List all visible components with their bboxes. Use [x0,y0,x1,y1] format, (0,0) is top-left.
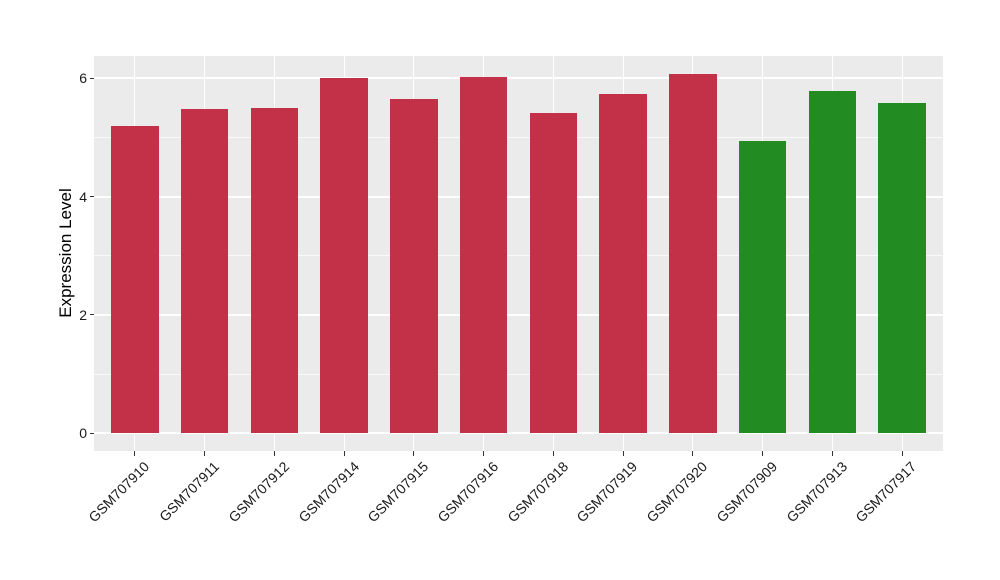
y-tick-mark [89,77,94,79]
y-tick-mark [89,432,94,434]
x-tick-label: GSM707914 [294,458,362,526]
x-tick-label: GSM707918 [504,458,571,526]
y-tick-label: 2 [79,306,87,323]
x-tick-mark [762,451,764,456]
x-tick-label: GSM707912 [225,458,293,526]
bar-GSM707919 [599,93,647,434]
bar-GSM707918 [529,112,578,434]
y-tick-label: 0 [79,425,87,442]
x-tick-label: GSM707920 [643,458,711,526]
bar-GSM707909 [738,141,787,434]
x-tick-label: GSM707916 [434,458,502,526]
bar-GSM707911 [181,109,229,434]
x-tick-label: GSM707913 [782,458,850,526]
bar-GSM707917 [878,103,926,434]
bar-GSM707912 [250,108,299,434]
x-tick-label: GSM707911 [156,458,223,525]
x-tick-mark [204,451,206,456]
bar-GSM707915 [390,98,438,434]
x-tick-label: GSM707915 [364,458,432,526]
x-tick-mark [901,451,903,456]
y-tick-mark [89,196,94,198]
minor-gridline [94,255,943,257]
major-gridline [94,432,943,435]
x-tick-mark [343,451,345,456]
x-tick-mark [134,451,136,456]
y-axis-title: Expression Level [56,188,75,318]
x-tick-mark [413,451,415,456]
x-tick-label: GSM707909 [713,458,781,526]
bar-GSM707914 [320,77,368,434]
minor-gridline [94,373,943,375]
x-tick-label: GSM707917 [852,458,920,526]
x-tick-mark [552,451,554,456]
x-tick-mark [483,451,485,456]
plot-panel [94,56,943,451]
minor-gridline [94,137,943,139]
x-tick-label: GSM707910 [85,458,153,526]
major-gridline [94,77,943,80]
x-tick-mark [622,451,624,456]
bar-GSM707920 [669,74,717,434]
major-gridline [94,195,943,198]
bar-GSM707910 [111,125,159,434]
bar-GSM707913 [808,91,856,434]
y-tick-mark [89,314,94,316]
x-tick-mark [692,451,694,456]
major-gridline [94,313,943,316]
y-tick-label: 4 [79,188,87,205]
y-tick-label: 6 [79,70,87,87]
x-tick-mark [273,451,275,456]
bar-GSM707916 [459,76,508,434]
x-tick-mark [831,451,833,456]
x-tick-label: GSM707919 [573,458,641,526]
